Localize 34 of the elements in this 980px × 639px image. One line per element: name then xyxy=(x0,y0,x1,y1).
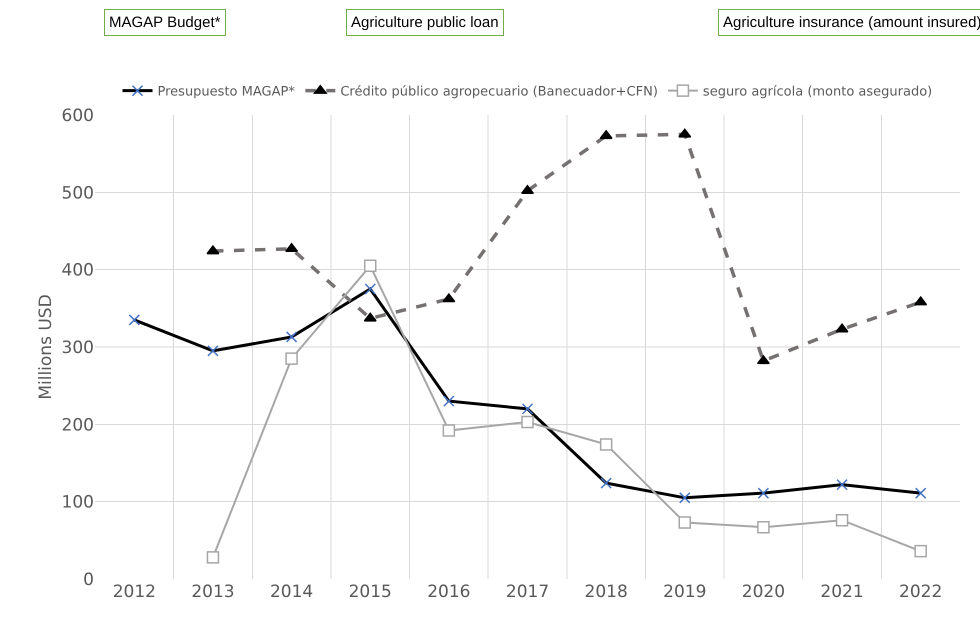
x-tick-label: 2013 xyxy=(191,582,235,602)
y-tick-label: 400 xyxy=(62,260,94,281)
point xyxy=(678,516,692,529)
x-tick-label: 2020 xyxy=(742,582,786,602)
x-tick-label: 2014 xyxy=(270,582,314,602)
point xyxy=(521,416,534,428)
point xyxy=(442,424,456,437)
point xyxy=(206,551,220,564)
point xyxy=(364,260,376,272)
legend-label: Crédito público agropecuario (Banecuador+CFN) xyxy=(340,84,658,100)
point xyxy=(285,352,298,365)
x-tick-label: 2022 xyxy=(899,582,942,602)
point xyxy=(836,514,848,526)
point xyxy=(600,438,612,451)
x-tick-label: 2015 xyxy=(348,582,392,602)
x-tick-label: 2021 xyxy=(820,582,864,602)
legend-label: Presupuesto MAGAP* xyxy=(158,84,296,100)
y-tick-label: 300 xyxy=(62,338,94,358)
x-tick-label: 2019 xyxy=(663,582,706,602)
text: Agriculture public loan xyxy=(351,14,499,31)
point xyxy=(757,520,770,534)
point xyxy=(914,544,927,558)
y-tick-label: 600 xyxy=(62,106,94,126)
y-tick-label: 500 xyxy=(62,183,94,204)
x-tick-label: 2012 xyxy=(112,582,156,602)
y-tick-label: 200 xyxy=(62,415,94,436)
y-axis-title: Millions USD xyxy=(36,294,56,400)
x-tick-label: 2017 xyxy=(506,582,550,602)
y-tick-label: 0 xyxy=(83,570,94,590)
y-tick-label: 100 xyxy=(62,492,94,513)
text: MAGAP Budget* xyxy=(109,14,221,31)
x-tick-label: 2018 xyxy=(584,582,628,602)
legend-label: seguro agrícola (monto asegurado) xyxy=(702,84,932,100)
x-tick-label: 2016 xyxy=(427,582,470,602)
